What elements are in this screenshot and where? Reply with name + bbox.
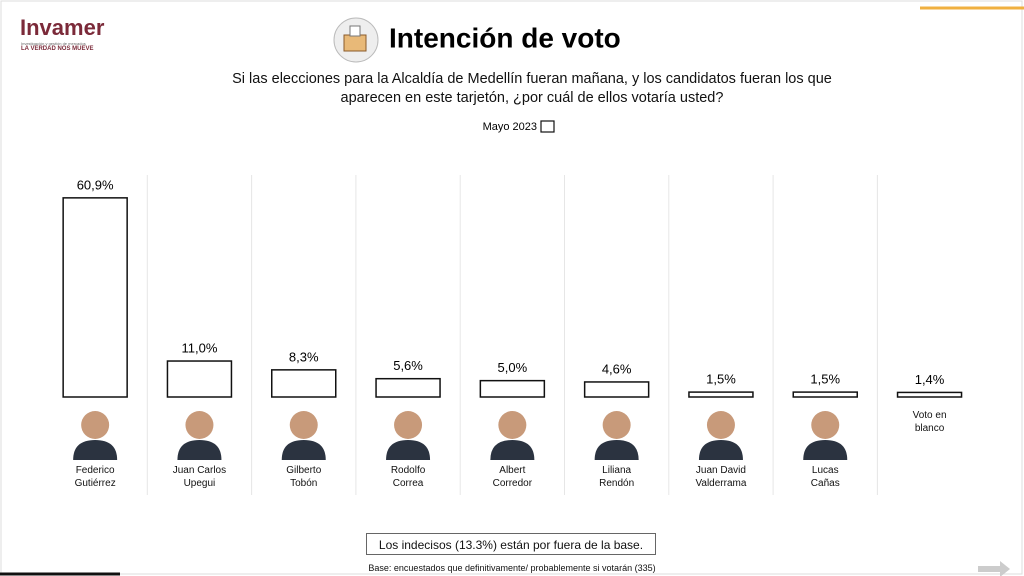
category-label: Juan David Valderrama	[695, 465, 747, 489]
data-label: 1,5%	[706, 372, 736, 387]
data-label: 5,6%	[393, 358, 423, 373]
candidate-photo	[289, 411, 318, 439]
category-label: Rodolfo Correa	[390, 465, 426, 489]
candidate-body	[386, 440, 431, 460]
ballot-box-icon	[343, 34, 367, 52]
category-label: Voto en blanco	[912, 410, 947, 434]
bar	[688, 391, 754, 398]
candidate-photo	[602, 411, 631, 439]
data-label: 5,0%	[498, 360, 528, 375]
category-label: Lucas Cañas	[810, 465, 840, 489]
candidate-body	[73, 440, 118, 460]
data-label: 4,6%	[602, 361, 632, 376]
bar	[583, 381, 650, 398]
chart-title: Intención de voto	[389, 22, 621, 53]
candidate-body	[698, 440, 743, 460]
category-label: Liliana Rendón	[599, 465, 635, 489]
logo-subtitle: Investigación y gestión de mercados	[21, 41, 86, 46]
bar	[479, 379, 546, 398]
candidate-photo	[706, 411, 735, 439]
category-label: Juan Carlos Upegui	[172, 465, 227, 489]
candidate-photo	[81, 411, 110, 439]
legend-swatch	[540, 120, 555, 133]
subtitle: Si las elecciones para la Alcaldía de Me…	[232, 71, 832, 106]
plot: 60,9% 11,0% 8,3% 5,6% 5,0% 4,6% 1,5% 1,5% 1,4%	[62, 120, 963, 495]
bar	[62, 197, 128, 398]
legend-label: Mayo 2023	[483, 121, 537, 133]
candidate-body	[803, 440, 848, 460]
data-label: 1,5%	[810, 372, 840, 387]
category-label: Albert Corredor	[492, 465, 533, 489]
candidate-photo	[498, 411, 527, 439]
ballot-icon	[349, 25, 361, 37]
bar	[792, 391, 858, 398]
bar	[375, 377, 441, 398]
bar	[896, 391, 963, 398]
candidate-photo	[394, 411, 423, 439]
data-label: 1,4%	[915, 372, 945, 387]
candidate-body	[594, 440, 639, 460]
candidate-body	[281, 440, 326, 460]
candidate-body	[177, 440, 222, 460]
data-label: 11,0%	[181, 340, 217, 355]
base-note: Base: encuestados que definitivamente/ p…	[368, 563, 656, 573]
category-label: Federico Gutiérrez	[74, 465, 116, 489]
candidate-photo	[185, 411, 214, 439]
logo: Invamer	[20, 15, 105, 40]
data-label: 60,9%	[77, 177, 114, 192]
candidate-body	[490, 440, 535, 460]
logo-tagline: LA VERDAD NOS MUEVE	[21, 46, 94, 52]
candidate-photo	[811, 411, 840, 439]
bar	[166, 360, 233, 398]
note: Los indecisos (13.3%) están por fuera de…	[366, 533, 656, 555]
bar	[271, 369, 337, 398]
data-label: 8,3%	[289, 349, 319, 364]
next-arrow	[978, 561, 1010, 576]
category-label: Gilberto Tobón	[286, 465, 322, 489]
